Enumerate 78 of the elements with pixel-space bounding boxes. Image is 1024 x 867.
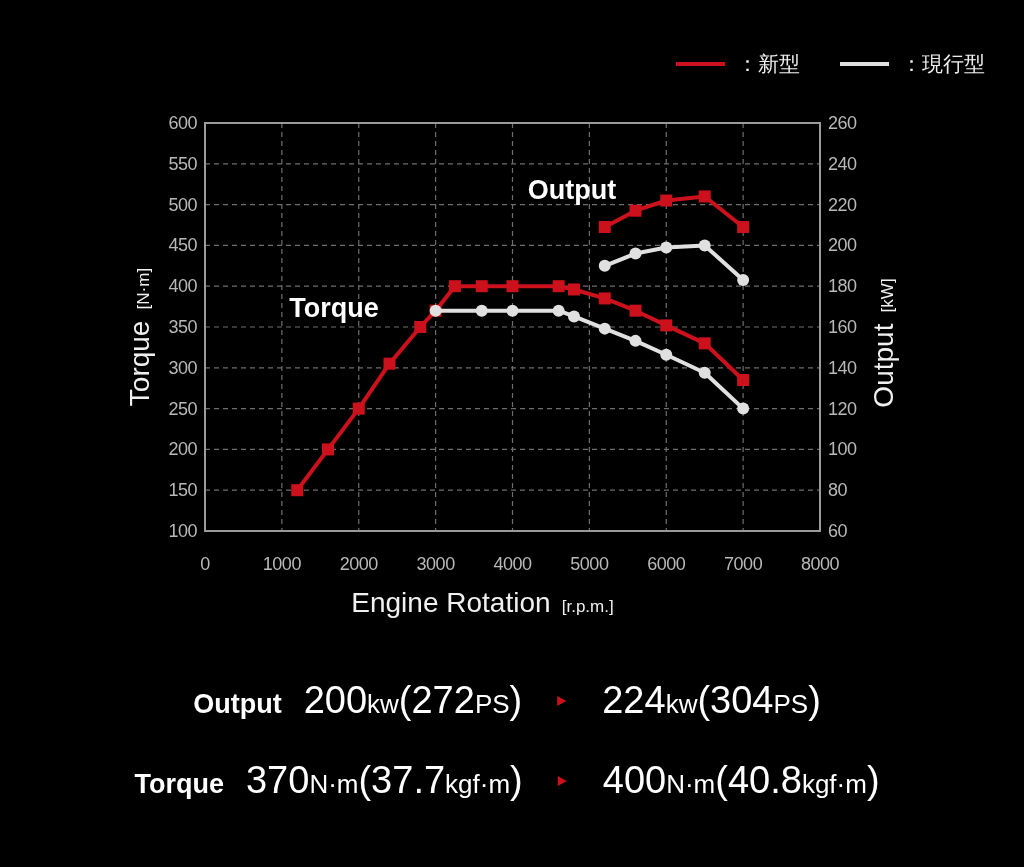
point	[598, 259, 611, 272]
y2-tick-label: 160	[828, 317, 858, 337]
y-tick-label: 550	[168, 153, 198, 174]
x-tick-label: 5000	[570, 554, 609, 574]
text: Torque	[134, 769, 224, 799]
x-tick-label: 0	[200, 554, 211, 574]
y-tick-label: 100	[168, 521, 198, 541]
x-tick-label: 3000	[416, 554, 456, 574]
y-tick-label: 400	[168, 276, 198, 297]
point	[629, 334, 642, 347]
x-tick-label: 7000	[724, 554, 763, 574]
point	[475, 280, 488, 293]
y2-tick-label: 100	[828, 439, 858, 460]
annotation: Torque	[289, 293, 379, 323]
x-tick-label: 6000	[647, 554, 686, 574]
y-axis-title: Torque [N·m]	[124, 267, 155, 407]
text: 224kw(304PS)	[602, 679, 821, 721]
point	[660, 348, 673, 361]
point	[291, 484, 304, 497]
y2-tick-label: 120	[828, 398, 858, 419]
y-tick-label: 200	[168, 439, 198, 460]
y-tick-label: 500	[168, 194, 198, 215]
x-axis-title: Engine Rotation [r.p.m.]	[351, 587, 614, 618]
point	[629, 304, 642, 317]
text: 370N·m(37.7kgf·m)	[245, 759, 523, 801]
point	[660, 319, 673, 332]
text: 200kw(272PS)	[303, 679, 523, 721]
point	[506, 304, 519, 317]
y2-tick-label: 220	[828, 194, 858, 215]
point	[698, 239, 711, 252]
x-tick-label: 2000	[339, 554, 379, 574]
point	[660, 194, 673, 207]
point	[414, 321, 427, 333]
y2-tick-label: 80	[828, 480, 848, 501]
text: Output	[193, 689, 282, 719]
legend-label: ：新型	[737, 52, 800, 75]
point	[598, 221, 611, 234]
point	[383, 357, 396, 370]
point	[448, 280, 461, 293]
x-tick-label: 8000	[800, 554, 840, 574]
point	[552, 280, 565, 293]
point	[552, 304, 565, 317]
y2-tick-label: 240	[828, 153, 858, 174]
text: 400N·m(40.8kgf·m)	[602, 759, 880, 801]
point	[568, 283, 580, 296]
annotation: Output	[527, 175, 617, 205]
y2-tick-label: 180	[828, 276, 858, 297]
legend-label: ：現行型	[901, 52, 985, 75]
point	[660, 241, 673, 254]
point	[629, 204, 642, 217]
point	[737, 374, 750, 387]
point	[322, 443, 334, 456]
y2-tick-label: 260	[828, 113, 858, 133]
point	[737, 221, 750, 234]
point	[737, 274, 750, 287]
y-tick-label: 150	[168, 480, 198, 501]
x-tick-label: 4000	[493, 554, 533, 574]
point	[352, 402, 365, 415]
y2-tick-label: 140	[828, 357, 858, 378]
y-tick-label: 250	[168, 398, 198, 419]
y-tick-label: 450	[168, 235, 198, 256]
point	[598, 322, 611, 335]
point	[698, 366, 711, 379]
point	[629, 247, 642, 260]
point	[475, 304, 488, 317]
y-tick-label: 600	[168, 113, 198, 133]
point	[598, 292, 611, 305]
y-tick-label: 350	[168, 317, 198, 337]
point	[737, 402, 750, 415]
y2-tick-label: 200	[828, 235, 858, 256]
y2-axis-title: Output [kW]	[868, 278, 899, 408]
y2-tick-label: 60	[828, 521, 848, 541]
point	[698, 190, 711, 203]
x-tick-label: 1000	[262, 554, 302, 574]
point	[506, 280, 519, 293]
y-tick-label: 300	[168, 357, 198, 378]
point	[568, 310, 580, 323]
point	[698, 337, 711, 350]
